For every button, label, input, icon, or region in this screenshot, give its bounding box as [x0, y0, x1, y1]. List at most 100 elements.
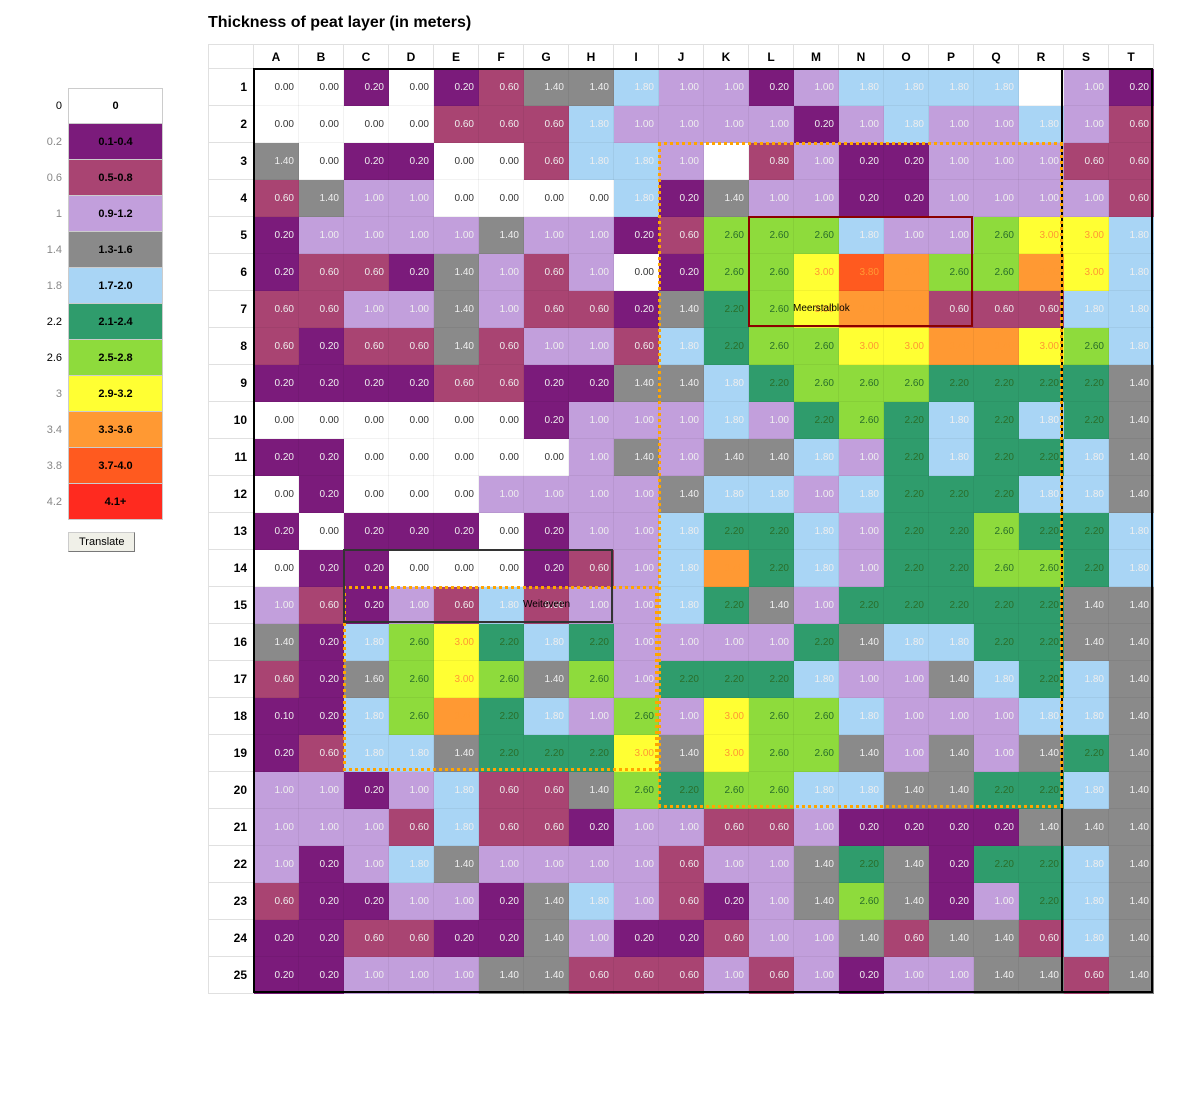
cell: 2.20: [1019, 772, 1064, 809]
cell: 1.40: [1109, 402, 1154, 439]
cell: 1.00: [974, 180, 1019, 217]
cell: 1.40: [929, 661, 974, 698]
cell: 1.00: [344, 291, 389, 328]
cell: 0.60: [479, 328, 524, 365]
cell: 0.60: [524, 587, 569, 624]
cell: 0.60: [389, 328, 434, 365]
cell: 1.00: [839, 439, 884, 476]
cell: 0.20: [254, 957, 299, 994]
cell: 0.60: [479, 69, 524, 106]
cell: 2.60: [749, 254, 794, 291]
cell: 1.00: [884, 217, 929, 254]
row-header: 5: [209, 217, 254, 254]
cell: 1.80: [974, 69, 1019, 106]
cell: 1.00: [794, 476, 839, 513]
cell: 2.20: [974, 846, 1019, 883]
cell: 1.00: [974, 698, 1019, 735]
cell: 0.20: [614, 217, 659, 254]
cell: 2.60: [839, 365, 884, 402]
col-header: K: [704, 45, 749, 69]
cell: 1.80: [1064, 291, 1109, 328]
cell: 1.40: [569, 772, 614, 809]
cell: 0.00: [299, 106, 344, 143]
cell: 2.20: [794, 402, 839, 439]
cell: 1.40: [434, 291, 479, 328]
cell: 3.40: [434, 698, 479, 735]
cell: 0.60: [479, 772, 524, 809]
legend-tick: 3.4: [8, 424, 68, 436]
legend-tick: 1.4: [8, 244, 68, 256]
cell: 0.20: [614, 920, 659, 957]
cell: 0.00: [299, 143, 344, 180]
cell: 0.20: [974, 809, 1019, 846]
cell: 0.00: [479, 439, 524, 476]
cell: 0.00: [434, 180, 479, 217]
cell: 1.80: [749, 476, 794, 513]
cell: 1.00: [749, 883, 794, 920]
cell: 1.00: [749, 624, 794, 661]
cell: 1.00: [794, 143, 839, 180]
row-header: 17: [209, 661, 254, 698]
cell: 3.40: [884, 254, 929, 291]
legend-swatch: 0.9-1.2: [68, 196, 163, 232]
cell: 0.60: [524, 809, 569, 846]
row-header: 24: [209, 920, 254, 957]
cell: 0.80: [749, 143, 794, 180]
cell: 1.80: [1109, 254, 1154, 291]
cell: 1.00: [299, 772, 344, 809]
cell: 1.00: [929, 698, 974, 735]
cell: 2.20: [704, 661, 749, 698]
cell: 0.60: [524, 291, 569, 328]
cell: 1.00: [344, 217, 389, 254]
cell: 1.80: [794, 772, 839, 809]
cell: 1.80: [884, 69, 929, 106]
cell: 0.60: [299, 254, 344, 291]
cell: 2.20: [974, 402, 1019, 439]
col-header: N: [839, 45, 884, 69]
cell: 2.20: [929, 476, 974, 513]
cell: 2.60: [749, 772, 794, 809]
cell: 1.40: [569, 69, 614, 106]
cell: 1.40: [1109, 476, 1154, 513]
cell: 2.60: [794, 365, 839, 402]
translate-button[interactable]: Translate: [68, 532, 135, 552]
cell: 1.80: [344, 624, 389, 661]
cell: 1.80: [1064, 883, 1109, 920]
cell: 0.60: [1019, 291, 1064, 328]
cell: 0.00: [524, 180, 569, 217]
cell: 1.00: [659, 106, 704, 143]
cell: 1.00: [389, 180, 434, 217]
cell: 1.00: [1064, 69, 1109, 106]
cell: 2.20: [929, 587, 974, 624]
cell: 2.20: [794, 624, 839, 661]
cell: 0.20: [344, 883, 389, 920]
cell: 0.00: [254, 69, 299, 106]
cell: 2.20: [929, 550, 974, 587]
cell: 1.40: [839, 624, 884, 661]
cell: 2.60: [569, 661, 614, 698]
cell: 1.40: [1109, 587, 1154, 624]
col-header: I: [614, 45, 659, 69]
cell: 1.40: [254, 143, 299, 180]
cell: 1.00: [659, 809, 704, 846]
cell: 1.00: [569, 402, 614, 439]
cell: 1.80: [614, 180, 659, 217]
cell: 0.20: [344, 365, 389, 402]
cell: 2.60: [1064, 328, 1109, 365]
cell: 0.20: [569, 809, 614, 846]
cell: 2.60: [884, 365, 929, 402]
cell: 2.60: [749, 291, 794, 328]
cell: 1.40: [1109, 698, 1154, 735]
cell: 0.60: [389, 920, 434, 957]
legend-swatch: 2.9-3.2: [68, 376, 163, 412]
cell: 2.20: [884, 587, 929, 624]
cell: 1.80: [704, 402, 749, 439]
cell: 1.40: [749, 587, 794, 624]
col-header: R: [1019, 45, 1064, 69]
cell: 1.40: [839, 735, 884, 772]
cell: 3.00: [794, 291, 839, 328]
cell: 1.80: [974, 661, 1019, 698]
cell: 0.60: [434, 106, 479, 143]
cell: 2.60: [794, 217, 839, 254]
cell: 0.60: [1064, 957, 1109, 994]
